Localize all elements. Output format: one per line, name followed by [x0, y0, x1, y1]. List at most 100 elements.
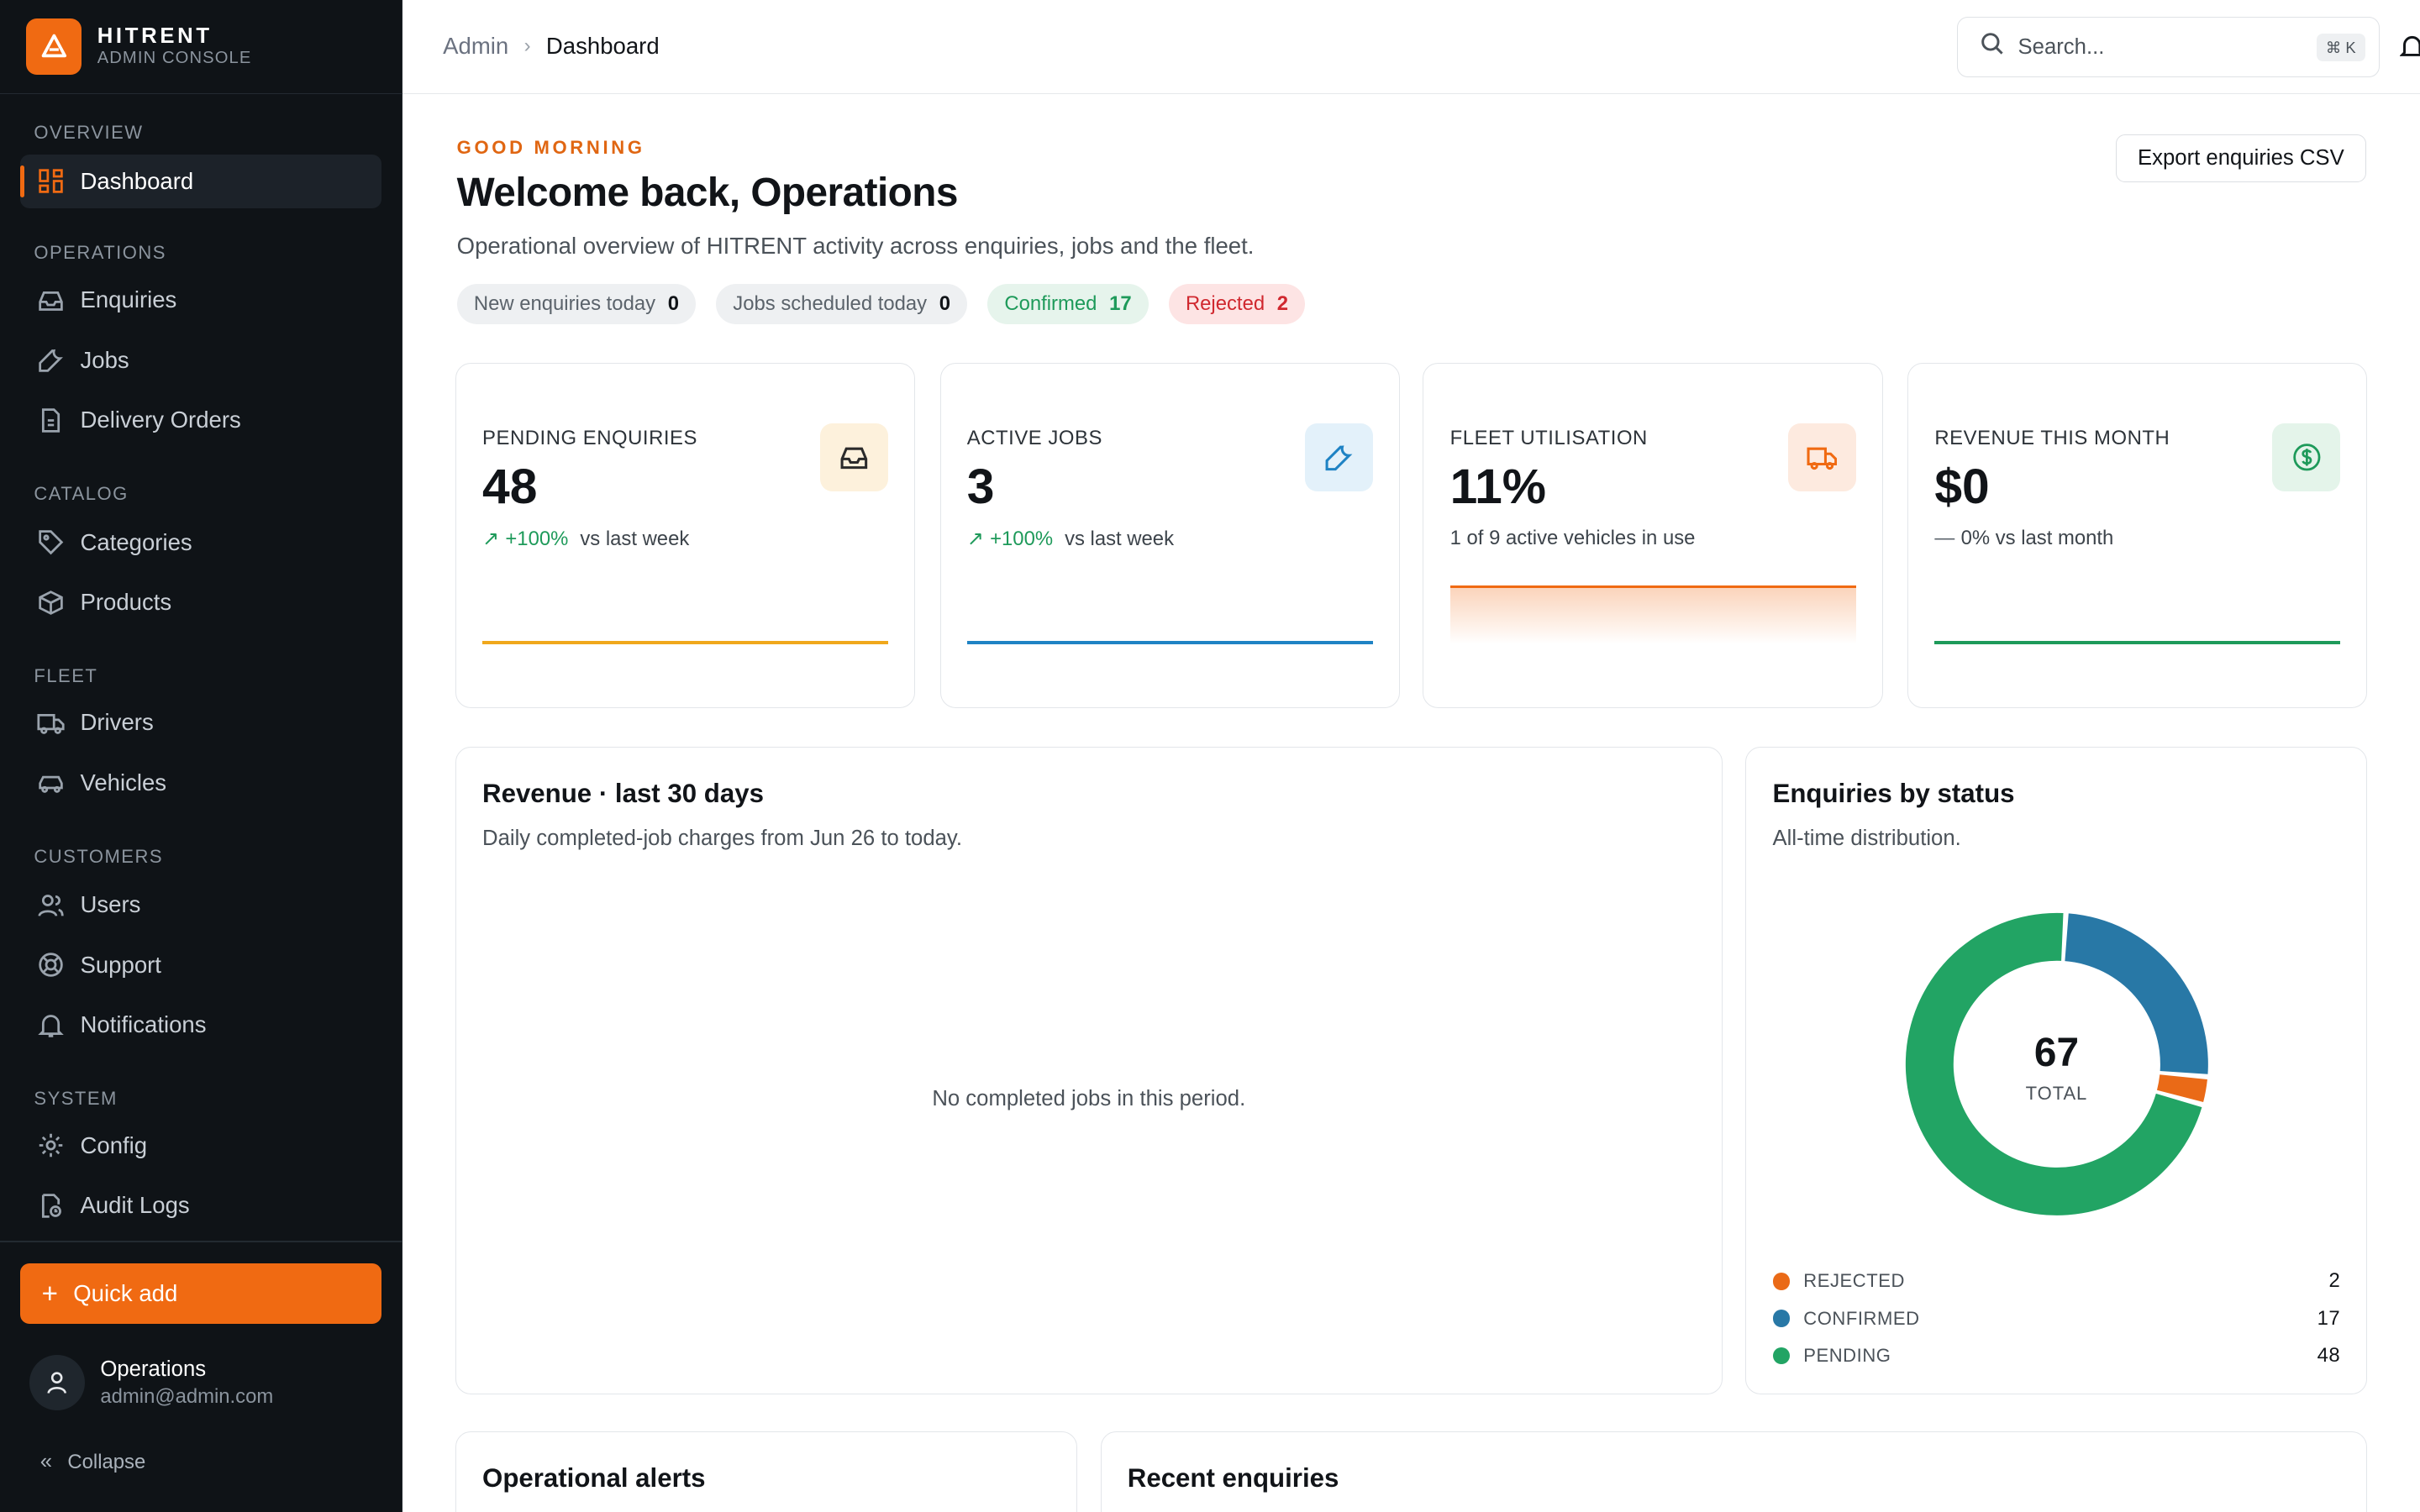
collapse-button[interactable]: « Collapse	[40, 1450, 146, 1474]
kpi-active-jobs[interactable]: ACTIVE JOBS 3 ↗ +100% vs last week	[939, 362, 1400, 709]
trend-flat-icon: —	[1934, 527, 1955, 550]
sidebar-item-jobs[interactable]: Jobs	[20, 333, 381, 387]
sidebar-item-products[interactable]: Products	[20, 575, 381, 629]
wrench-icon	[1304, 423, 1373, 492]
section-customers: CUSTOMERS	[34, 845, 163, 867]
kpi-label: PENDING ENQUIRIES	[482, 426, 697, 449]
sidebar-item-label: Categories	[80, 528, 192, 555]
status-donut: 67 TOTAL	[1895, 902, 2219, 1226]
sidebar-item-label: Audit Logs	[80, 1192, 190, 1219]
status-panel: Enquiries by status All-time distributio…	[1745, 746, 2368, 1395]
section-operations: OPERATIONS	[34, 242, 166, 264]
status-legend: REJECTED 2 CONFIRMED 17 PENDING 48	[1772, 1263, 2341, 1374]
sidebar-item-support[interactable]: Support	[20, 938, 381, 992]
kpi-note: 1 of 9 active vehicles in use	[1449, 527, 1696, 550]
kpi-sparkline	[482, 641, 888, 644]
breadcrumb-admin[interactable]: Admin	[443, 32, 509, 59]
legend-dot	[1772, 1273, 1790, 1290]
sidebar-item-label: Support	[80, 951, 161, 978]
status-subtitle: All-time distribution.	[1772, 826, 1961, 850]
alerts-panel: Operational alerts	[455, 1431, 1077, 1512]
sidebar-item-drivers[interactable]: Drivers	[20, 696, 381, 749]
sidebar-item-delivery-orders[interactable]: Delivery Orders	[20, 393, 381, 447]
dashboard-icon	[37, 167, 65, 195]
search-input[interactable]	[2018, 34, 2281, 60]
brand: HITRENT ADMIN CONSOLE	[0, 0, 402, 95]
sidebar-item-label: Products	[80, 589, 172, 616]
sidebar-item-label: Dashboard	[80, 167, 194, 194]
kpi-label: REVENUE THIS MONTH	[1934, 426, 2170, 449]
collapse-label: Collapse	[67, 1450, 146, 1473]
kpi-delta-text: vs last month	[1995, 527, 2114, 550]
dollar-icon	[2272, 423, 2341, 492]
sidebar-item-vehicles[interactable]: Vehicles	[20, 756, 381, 810]
kpi-delta-value: +100%	[990, 527, 1054, 550]
legend-item-confirmed: CONFIRMED 17	[1772, 1299, 2341, 1336]
sidebar-item-label: Vehicles	[80, 769, 167, 796]
kpi-delta: —0% vs last month	[1934, 527, 2113, 550]
kpi-delta: ↗ +100% vs last week	[967, 527, 1174, 551]
pill-rejected: Rejected 2	[1168, 283, 1306, 324]
donut-slice-rejected[interactable]	[2156, 1074, 2207, 1102]
page-title: Welcome back, Operations	[456, 171, 959, 216]
sidebar-item-notifications[interactable]: Notifications	[20, 998, 381, 1052]
breadcrumb: Admin › Dashboard	[443, 33, 660, 60]
donut-total-label: TOTAL	[2025, 1082, 2088, 1104]
export-enquiries-button[interactable]: Export enquiries CSV	[2116, 134, 2366, 182]
quick-add-button[interactable]: + Quick add	[19, 1263, 381, 1324]
user-email: admin@admin.com	[100, 1384, 274, 1408]
legend-dot	[1772, 1310, 1790, 1327]
kpi-delta: ↗ +100% vs last week	[482, 527, 689, 551]
kpi-value: 48	[482, 459, 538, 515]
alerts-title: Operational alerts	[482, 1463, 706, 1494]
sidebar-item-label: Notifications	[80, 1011, 207, 1038]
donut-slice-confirmed[interactable]	[2064, 913, 2208, 1074]
kpi-sparkline	[1934, 641, 2341, 644]
donut-total: 67	[2033, 1031, 2080, 1076]
legend-item-pending: PENDING 48	[1772, 1337, 2341, 1374]
inbox-icon	[820, 423, 888, 492]
sidebar-item-dashboard[interactable]: Dashboard	[19, 154, 381, 208]
audit-icon	[37, 1192, 65, 1220]
legend-label: CONFIRMED	[1803, 1307, 1920, 1329]
bell-icon[interactable]	[2399, 31, 2420, 69]
status-title: Enquiries by status	[1772, 778, 2015, 808]
user-profile[interactable]: Operations admin@admin.com	[29, 1354, 274, 1410]
box-icon	[37, 589, 65, 617]
plus-icon: +	[41, 1278, 58, 1310]
sidebar-item-enquiries[interactable]: Enquiries	[20, 273, 381, 327]
section-system: SYSTEM	[34, 1087, 118, 1109]
kpi-label: ACTIVE JOBS	[966, 426, 1102, 449]
car-icon	[37, 769, 65, 797]
sidebar-item-config[interactable]: Config	[20, 1119, 381, 1173]
kpi-sparkline	[1449, 585, 1856, 644]
sidebar-item-label: Drivers	[80, 709, 154, 736]
page-subtitle: Operational overview of HITRENT activity…	[456, 233, 1255, 260]
quick-add-label: Quick add	[73, 1280, 178, 1307]
kpi-delta-text: vs last week	[1065, 527, 1175, 550]
pill-jobs-scheduled: Jobs scheduled today 0	[716, 283, 968, 324]
truck-icon	[37, 709, 65, 737]
section-catalog: CATALOG	[34, 482, 129, 504]
sidebar-item-users[interactable]: Users	[20, 878, 381, 932]
brand-name: HITRENT	[97, 24, 213, 48]
hitrent-logo-icon[interactable]	[26, 18, 82, 75]
legend-value: 2	[2328, 1269, 2341, 1293]
pill-label: Confirmed	[1004, 291, 1097, 315]
sidebar-item-audit-logs[interactable]: Audit Logs	[20, 1179, 381, 1232]
sidebar-item-categories[interactable]: Categories	[20, 515, 381, 569]
kpi-pending-enquiries[interactable]: PENDING ENQUIRIES 48 ↗ +100% vs last week	[455, 362, 916, 709]
section-fleet: FLEET	[34, 664, 98, 686]
legend-value: 17	[2317, 1306, 2341, 1330]
revenue-title: Revenue · last 30 days	[482, 778, 764, 808]
gear-icon	[37, 1131, 65, 1159]
kpi-fleet-utilisation[interactable]: FLEET UTILISATION 11% 1 of 9 active vehi…	[1423, 362, 1883, 709]
kpi-label: FLEET UTILISATION	[1449, 426, 1648, 449]
recent-enquiries-title: Recent enquiries	[1127, 1463, 1339, 1494]
search-shortcut: ⌘ K	[2316, 33, 2365, 61]
search-box[interactable]: ⌘ K	[1956, 17, 2381, 77]
breadcrumb-current: Dashboard	[545, 32, 660, 59]
donut-slice-pending[interactable]	[1905, 912, 2202, 1215]
inbox-icon	[37, 286, 65, 314]
kpi-revenue-month[interactable]: REVENUE THIS MONTH $0 —0% vs last month	[1907, 362, 2368, 709]
